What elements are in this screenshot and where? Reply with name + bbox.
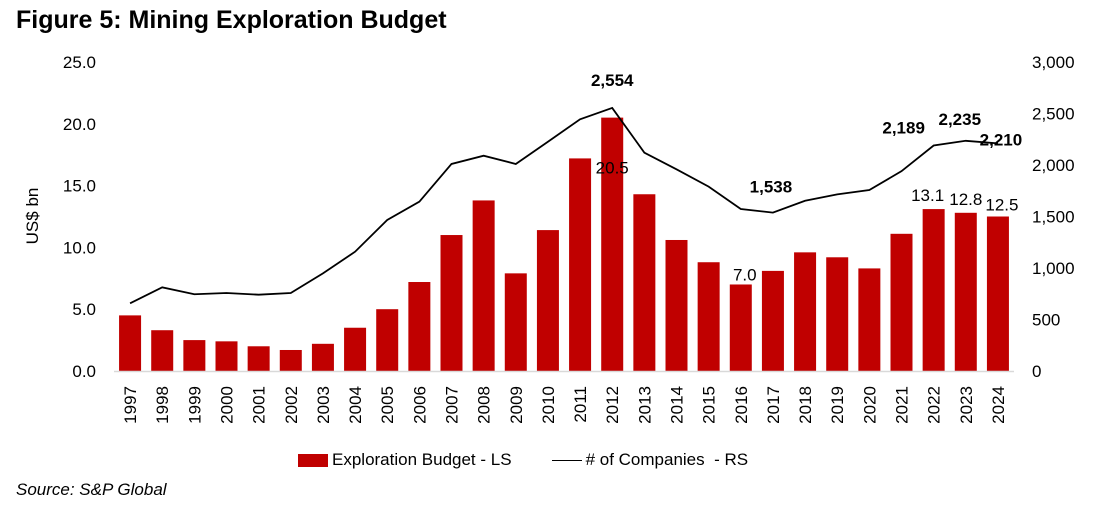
x-tick-label: 2015	[700, 386, 719, 424]
x-tick-label: 2012	[603, 386, 622, 424]
bar-data-labels: 20.5 7.0 13.1 12.8 12.5	[596, 159, 1019, 285]
right-tick-label: 2,000	[1032, 156, 1075, 175]
x-tick-label: 2003	[314, 386, 333, 424]
left-tick-label: 25.0	[63, 53, 96, 72]
bar-2021	[890, 233, 913, 371]
right-tick-label: 2,500	[1032, 105, 1075, 124]
right-tick-label: 500	[1032, 311, 1060, 330]
bar-label-2012: 20.5	[596, 159, 629, 178]
x-tick-label: 2024	[989, 386, 1008, 424]
bar-label-2024: 12.5	[985, 196, 1018, 215]
bar-2002	[279, 349, 302, 371]
line-label-2012: 2,554	[591, 71, 634, 90]
line-label-2023: 2,235	[939, 110, 982, 129]
right-tick-label: 1,500	[1032, 208, 1075, 227]
bar-2014	[665, 239, 688, 371]
x-tick-label: 2019	[828, 386, 847, 424]
left-tick-label: 0.0	[72, 362, 96, 381]
bar-2019	[826, 257, 849, 371]
bar-2008	[472, 200, 495, 371]
bar-2000	[215, 341, 238, 371]
x-tick-label: 2011	[571, 386, 590, 423]
bar-1997	[119, 315, 142, 371]
bar-2010	[536, 230, 559, 371]
x-tick-label: 2020	[860, 386, 879, 424]
x-tick-label: 2004	[346, 386, 365, 424]
x-tick-label: 2022	[925, 386, 944, 424]
bar-label-2016: 7.0	[733, 265, 757, 284]
bar-2023	[954, 212, 977, 371]
right-tick-label: 1,000	[1032, 259, 1075, 278]
bar-2005	[376, 309, 399, 371]
x-tick-label: 2016	[732, 386, 751, 424]
x-tick-label: 2013	[635, 386, 654, 424]
legend-swatch-bar	[298, 453, 328, 467]
x-tick-label: 2021	[893, 386, 912, 424]
x-tick-label: 2018	[796, 386, 815, 424]
x-tick-label: 2002	[282, 386, 301, 424]
bar-2003	[311, 343, 334, 371]
right-tick-label: 0	[1032, 362, 1041, 381]
x-tick-label: 2007	[443, 386, 462, 424]
x-tick-label: 2010	[539, 386, 558, 424]
bar-1999	[183, 340, 206, 371]
x-tick-label: 1999	[185, 386, 204, 424]
bar-2022	[922, 209, 945, 371]
legend-swatch-line	[551, 459, 582, 461]
right-axis-ticks: 0 500 1,000 1,500 2,000 2,500 3,000	[1032, 53, 1075, 381]
x-tick-label: 2017	[764, 386, 783, 424]
bar-2007	[440, 235, 463, 371]
x-tick-label: 2001	[250, 386, 269, 424]
bar-label-2023: 12.8	[949, 190, 982, 209]
bar-2015	[697, 262, 720, 371]
bar-series	[119, 117, 1009, 372]
x-tick-label: 1998	[153, 386, 172, 424]
line-label-2022: 2,189	[882, 119, 925, 138]
x-tick-label: 2008	[475, 386, 494, 424]
bar-1998	[151, 330, 174, 371]
chart-title: Figure 5: Mining Exploration Budget	[16, 6, 447, 34]
x-tick-label: 1997	[121, 386, 140, 424]
bar-2013	[633, 194, 656, 371]
legend: Exploration Budget - LS # of Companies -…	[298, 450, 748, 470]
left-tick-label: 10.0	[63, 238, 96, 257]
right-tick-label: 3,000	[1032, 53, 1075, 72]
legend-label-companies: # of Companies - RS	[585, 450, 749, 469]
left-tick-label: 5.0	[72, 300, 96, 319]
bar-2024	[986, 216, 1009, 371]
legend-item-companies: # of Companies - RS	[551, 450, 749, 470]
bar-2006	[408, 282, 431, 371]
bar-2017	[761, 270, 784, 371]
x-tick-label: 2005	[378, 386, 397, 424]
companies-line	[129, 106, 999, 305]
bar-2020	[858, 268, 881, 371]
line-label-2024: 2,210	[980, 130, 1023, 149]
bar-2011	[569, 158, 592, 371]
bar-2004	[344, 327, 367, 371]
bar-2018	[794, 252, 817, 371]
left-tick-label: 20.0	[63, 115, 96, 134]
x-tick-label: 2014	[668, 386, 687, 424]
bar-2001	[247, 346, 270, 371]
legend-item-budget: Exploration Budget - LS	[298, 450, 512, 470]
source-note: Source: S&P Global	[16, 480, 167, 499]
bar-2009	[504, 273, 527, 371]
x-tick-label: 2009	[507, 386, 526, 424]
bar-2016	[729, 284, 752, 371]
bar-label-2022: 13.1	[911, 186, 944, 205]
x-tick-label: 2023	[957, 386, 976, 424]
x-axis-ticks: 1997 1998 1999 2000 2001 2002 2003 2004 2005 2006…	[121, 386, 1008, 424]
left-axis-ticks: 0.0 5.0 10.0 15.0 20.0 25.0	[63, 53, 96, 381]
x-tick-label: 2000	[218, 386, 237, 424]
legend-label-budget: Exploration Budget - LS	[332, 450, 512, 469]
x-tick-label: 2006	[410, 386, 429, 424]
left-tick-label: 15.0	[63, 177, 96, 196]
bar-2012	[601, 117, 624, 372]
y-axis-label: US$ bn	[23, 188, 42, 245]
line-label-2017: 1,538	[750, 178, 793, 197]
